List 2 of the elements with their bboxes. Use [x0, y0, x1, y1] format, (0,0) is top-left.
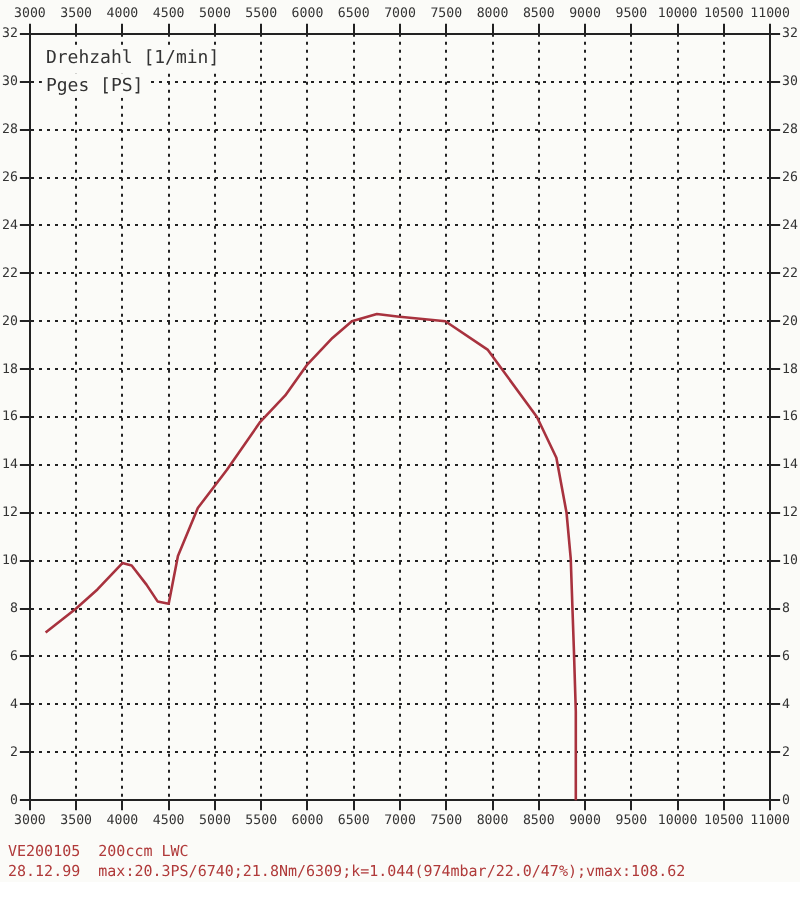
y-axis-title: Pges [PS] [45, 76, 144, 97]
x-axis-title: Drehzahl [1/min] [45, 48, 220, 69]
